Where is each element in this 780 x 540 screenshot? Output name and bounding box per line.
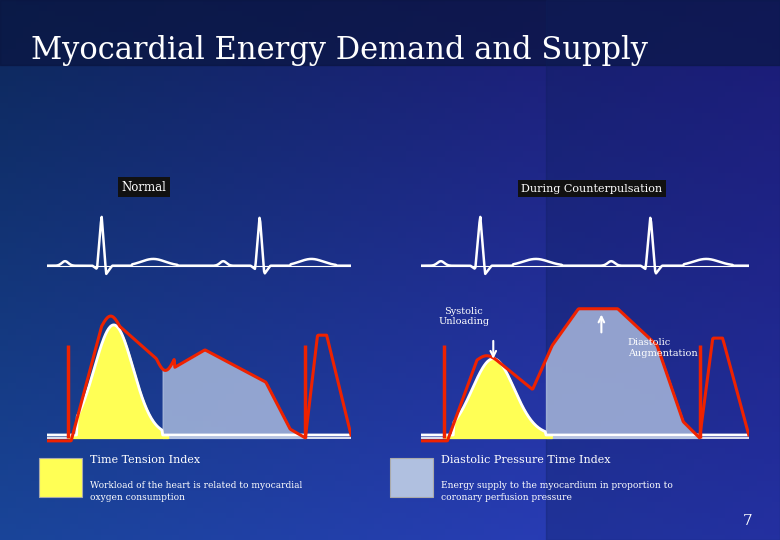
Text: During Counterpulsation: During Counterpulsation xyxy=(521,184,662,194)
Text: Normal: Normal xyxy=(122,181,167,194)
Bar xyxy=(390,458,433,497)
Text: 7: 7 xyxy=(743,514,753,528)
Text: Energy supply to the myocardium in proportion to
coronary perfusion pressure: Energy supply to the myocardium in propo… xyxy=(441,482,672,502)
Text: Systolic
Unloading: Systolic Unloading xyxy=(438,307,489,326)
Text: Workload of the heart is related to myocardial
oxygen consumption: Workload of the heart is related to myoc… xyxy=(90,482,302,502)
Text: Diastolic Pressure Time Index: Diastolic Pressure Time Index xyxy=(441,455,610,465)
Bar xyxy=(39,458,82,497)
Text: Diastolic
Augmentation: Diastolic Augmentation xyxy=(628,338,697,357)
Text: Myocardial Energy Demand and Supply: Myocardial Energy Demand and Supply xyxy=(31,35,648,66)
Text: Time Tension Index: Time Tension Index xyxy=(90,455,200,465)
